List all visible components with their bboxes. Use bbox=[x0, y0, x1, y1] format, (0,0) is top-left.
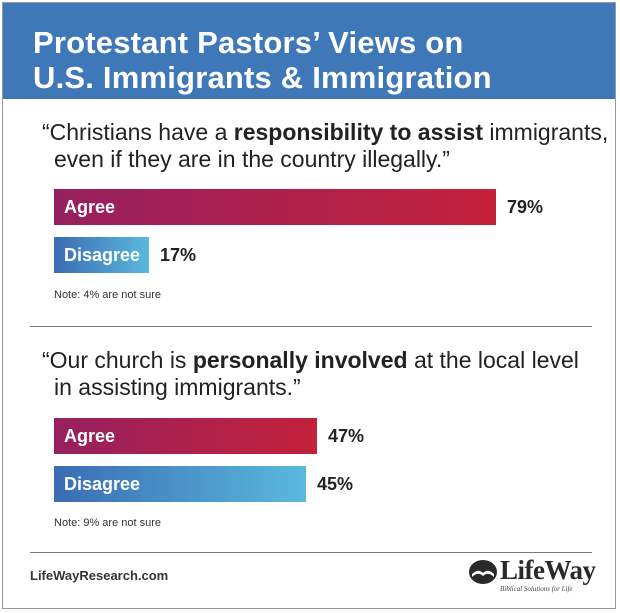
chart-1-value-agree: 79% bbox=[507, 197, 544, 217]
quote-2-line1-bold: personally involved bbox=[192, 347, 408, 373]
quote-2-line1-post: at the local level bbox=[407, 347, 579, 373]
chart-1-bar-disagree-label: Disagree bbox=[64, 245, 141, 265]
footer-divider bbox=[30, 552, 592, 553]
chart-1-bar-agree: Agree bbox=[54, 189, 496, 225]
quote-1-line1-bold: responsibility to assist bbox=[233, 119, 483, 145]
lifeway-logo: LifeWay Biblical Solutions for Life bbox=[468, 555, 596, 595]
chart-1-bar-disagree: Disagree bbox=[54, 237, 149, 273]
header-banner: Protestant Pastors’ Views on U.S. Immigr… bbox=[3, 3, 615, 99]
chart-1-note: Note: 4% are not sure bbox=[54, 289, 162, 301]
quote-2-line2: in assisting immigrants.” bbox=[54, 374, 301, 400]
chart-2-bar-agree-label: Agree bbox=[64, 426, 116, 446]
chart-2-bar-disagree: Disagree bbox=[54, 466, 306, 502]
footer-website[interactable]: LifeWayResearch.com bbox=[30, 568, 169, 583]
open-book-logo-icon bbox=[469, 560, 497, 584]
chart-1-value-disagree: 17% bbox=[160, 245, 197, 265]
section-divider bbox=[30, 326, 592, 327]
quote-1-line1-post: immigrants, bbox=[483, 119, 609, 145]
quote-1-line1-pre: “Christians have a bbox=[42, 119, 234, 145]
quote-1: “Christians have a responsibility to ass… bbox=[42, 119, 608, 173]
chart-2-bar-disagree-label: Disagree bbox=[64, 474, 141, 494]
quote-2-line1-pre: “Our church is bbox=[42, 347, 193, 373]
chart-1-bar-agree-label: Agree bbox=[64, 197, 116, 217]
chart-2-value-agree: 47% bbox=[328, 426, 365, 446]
quote-1-line2: even if they are in the country illegall… bbox=[54, 146, 450, 172]
title-line-2: U.S. Immigrants & Immigration bbox=[33, 60, 492, 95]
logo-tagline: Biblical Solutions for Life bbox=[500, 585, 573, 593]
chart-2-bar-agree: Agree bbox=[54, 418, 317, 454]
logo-wordmark: LifeWay bbox=[500, 555, 596, 585]
title-line-1: Protestant Pastors’ Views on bbox=[33, 25, 464, 60]
quote-2: “Our church is personally involved at th… bbox=[42, 347, 579, 401]
chart-2-note: Note: 9% are not sure bbox=[54, 517, 162, 529]
chart-2-value-disagree: 45% bbox=[317, 474, 354, 494]
